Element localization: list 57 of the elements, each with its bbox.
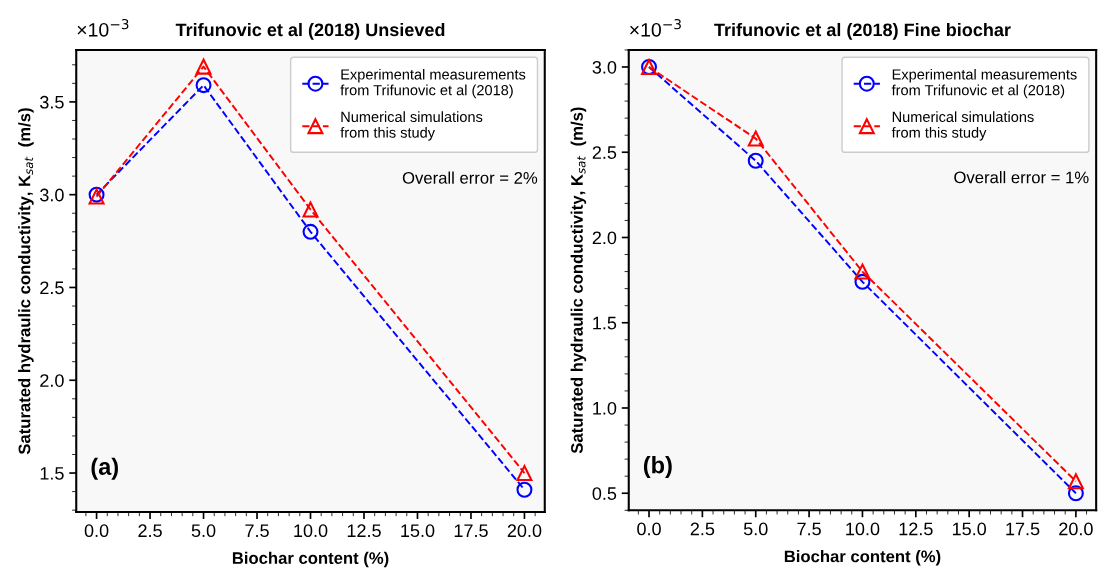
x-tick-label: 7.5: [797, 522, 821, 536]
point: [516, 465, 533, 482]
x-tick-label: 12.5: [899, 522, 933, 536]
legend-label: Experimental measurements from Trifunovic et al (2018): [340, 68, 526, 99]
annotation: Overall error = 1%: [954, 171, 1089, 184]
x-axis-title: Biochar content (%): [784, 550, 941, 566]
x-tick-label: 12.5: [347, 524, 381, 538]
x-tick-label: 20.0: [1059, 522, 1093, 536]
x-tick-label: 7.5: [245, 524, 269, 538]
y-tick-label: 3.5: [40, 95, 64, 109]
text: ×10$^{−3}$: [630, 19, 681, 37]
x-tick-label: 2.5: [690, 522, 715, 536]
point: [302, 201, 319, 218]
y-axis-title: Saturated hydraulic conductivity, K$_{sat}$ (m/s): [570, 107, 587, 454]
point: [516, 481, 533, 498]
point: [747, 152, 764, 169]
y-tick-label: 2.0: [592, 231, 617, 245]
legend-label: Experimental measurements from Trifunovic et al (2018): [891, 68, 1077, 99]
y-tick-label: 2.5: [592, 146, 617, 159]
y-axis-title: Saturated hydraulic conductivity, K$_{sat}$ (m/s): [18, 108, 34, 455]
y-tick-label: 1.0: [593, 401, 617, 415]
x-tick-label: 17.5: [454, 524, 488, 538]
x-tick-label: 2.5: [138, 524, 162, 538]
point: [1067, 473, 1084, 490]
x-tick-label: 5.0: [743, 522, 768, 536]
point: [195, 58, 212, 75]
text: ×10$^{−3}$: [77, 18, 129, 37]
legend-label: Numerical simulations from this study: [340, 111, 483, 141]
x-tick-label: 10.0: [294, 524, 328, 538]
legend-label: Numerical simulations from this study: [891, 111, 1034, 141]
y-tick-label: 2.5: [40, 281, 64, 295]
y-tick-label: 3.0: [592, 60, 617, 74]
x-tick-label: 15.0: [401, 524, 435, 538]
x-tick-label: 20.0: [507, 524, 542, 538]
x-tick-label: 15.0: [952, 522, 987, 536]
point: [195, 77, 212, 94]
y-tick-label: 1.5: [40, 467, 64, 480]
annotation: Overall error = 2%: [402, 171, 538, 184]
chart-title: Trifunovic et al (2018) Fine biochar: [714, 22, 1011, 40]
chart-title: Trifunovic et al (2018) Unsieved: [175, 22, 445, 40]
annotation: (a): [91, 457, 118, 480]
x-tick-label: 5.0: [191, 524, 216, 538]
x-tick-label: 10.0: [846, 522, 880, 536]
point: [854, 263, 871, 280]
y-tick-label: 0.5: [592, 487, 617, 500]
point: [854, 273, 871, 290]
x-axis-title: Biochar content (%): [232, 551, 389, 568]
y-tick-label: 2.0: [40, 374, 64, 387]
y-tick-label: 3.0: [40, 188, 64, 202]
point: [747, 130, 764, 147]
point: [1067, 485, 1084, 502]
x-tick-label: 17.5: [1006, 522, 1040, 536]
x-tick-label: 0.0: [637, 522, 661, 536]
point: [302, 223, 319, 240]
annotation: (b): [643, 456, 672, 479]
y-tick-label: 1.5: [593, 316, 617, 330]
x-tick-label: 0.0: [84, 524, 109, 538]
